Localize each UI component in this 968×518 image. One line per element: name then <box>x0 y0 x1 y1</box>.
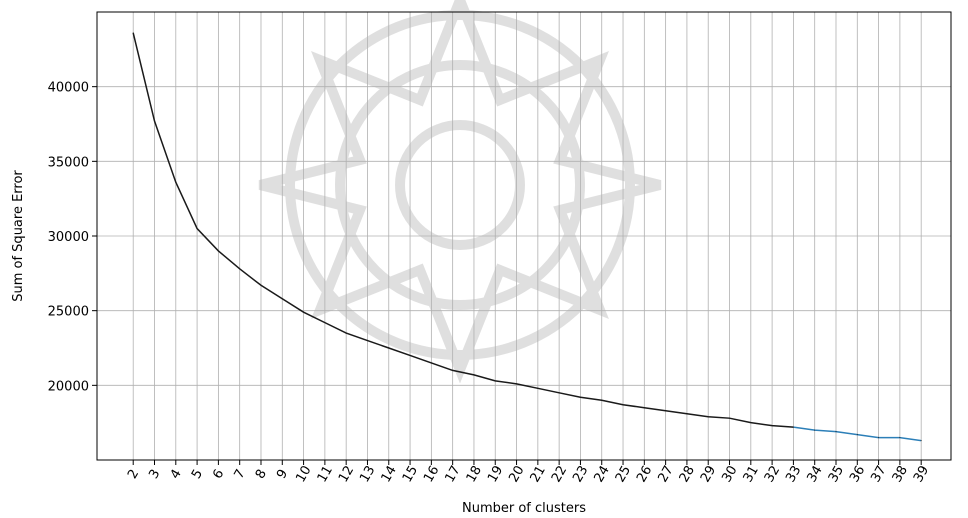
x-tick-label: 23 <box>570 463 591 485</box>
x-tick-label: 14 <box>379 463 400 485</box>
x-tick-label: 2 <box>125 467 142 482</box>
x-tick-label: 37 <box>868 463 889 485</box>
x-tick-label: 4 <box>168 467 185 482</box>
x-tick-label: 13 <box>357 463 378 485</box>
data-point <box>899 437 901 439</box>
grid-lines <box>97 12 951 460</box>
x-tick-label: 19 <box>485 463 506 485</box>
data-point <box>452 369 454 371</box>
data-point <box>686 413 688 415</box>
series-line <box>132 32 794 428</box>
data-point <box>729 417 731 419</box>
x-tick-label: 26 <box>634 463 655 485</box>
x-tick-label: 10 <box>293 463 314 485</box>
data-point <box>239 268 241 270</box>
data-point <box>920 440 922 442</box>
data-point <box>409 354 411 356</box>
data-point <box>260 284 262 286</box>
x-tick-label: 22 <box>549 463 570 485</box>
data-point <box>601 399 603 401</box>
x-tick-label: 20 <box>506 463 527 485</box>
y-tick-label: 25000 <box>48 305 89 320</box>
x-tick-label: 9 <box>274 467 291 482</box>
data-point <box>792 426 794 428</box>
data-point <box>750 422 752 424</box>
data-point <box>388 347 390 349</box>
x-tick-label: 5 <box>189 467 206 482</box>
x-tick-label: 24 <box>592 463 613 485</box>
data-point <box>473 374 475 376</box>
data-point <box>196 228 198 230</box>
x-tick-label: 16 <box>421 463 442 485</box>
data-point <box>622 404 624 406</box>
x-tick-label: 3 <box>146 467 163 482</box>
data-point <box>707 416 709 418</box>
x-tick-label: 15 <box>400 463 421 485</box>
x-tick-label: 35 <box>826 463 847 485</box>
data-point <box>217 250 219 252</box>
x-tick-label: 31 <box>741 463 762 485</box>
x-tick-label: 38 <box>890 463 911 485</box>
x-tick-label: 6 <box>210 467 227 482</box>
x-tick-label: 11 <box>315 463 336 485</box>
data-point <box>835 431 837 433</box>
x-tick-label: 17 <box>442 463 463 485</box>
x-tick-label: 7 <box>232 467 249 482</box>
data-point <box>579 396 581 398</box>
data-point <box>856 434 858 436</box>
data-point <box>324 322 326 324</box>
x-tick-label: 12 <box>336 463 357 485</box>
data-point <box>132 32 134 34</box>
y-tick-label: 30000 <box>48 230 89 245</box>
series-layer <box>132 32 922 442</box>
x-tick-label: 29 <box>698 463 719 485</box>
data-point <box>771 425 773 427</box>
data-point <box>878 437 880 439</box>
x-tick-label: 8 <box>253 467 270 482</box>
y-tick-label: 40000 <box>48 81 89 96</box>
data-point <box>814 429 816 431</box>
x-tick-label: 36 <box>847 463 868 485</box>
x-tick-label: 33 <box>783 463 804 485</box>
data-point <box>366 340 368 342</box>
data-point <box>430 362 432 364</box>
data-point <box>558 392 560 394</box>
data-point <box>665 410 667 412</box>
data-point <box>345 332 347 334</box>
data-point <box>175 181 177 183</box>
x-tick-label: 32 <box>762 463 783 485</box>
data-point <box>154 120 156 122</box>
y-tick-label: 35000 <box>48 155 89 170</box>
x-tick-label: 27 <box>655 463 676 485</box>
data-point <box>494 380 496 382</box>
x-tick-label: 21 <box>528 463 549 485</box>
x-tick-label: 25 <box>613 463 634 485</box>
data-point <box>537 387 539 389</box>
x-axis-label: Number of clusters <box>462 501 586 516</box>
y-axis-ticks: 20000 25000 30000 35000 40000 <box>48 81 97 394</box>
x-tick-label: 34 <box>805 463 826 485</box>
x-tick-label: 39 <box>911 463 932 485</box>
data-point <box>643 407 645 409</box>
plot-frame <box>96 11 952 461</box>
data-point <box>281 298 283 300</box>
y-axis-label: Sum of Square Error <box>11 170 26 302</box>
watermark-emblem <box>258 0 662 384</box>
y-tick-label: 20000 <box>48 379 89 394</box>
data-point <box>303 311 305 313</box>
x-axis-ticks: 2 3 4 5 6 7 8 9 10 11 12 13 14 15 16 17 18 19 20 21 22 23 24 25… <box>125 460 932 485</box>
x-tick-label: 28 <box>677 463 698 485</box>
x-tick-label: 30 <box>719 463 740 485</box>
data-point <box>516 383 518 385</box>
x-tick-label: 18 <box>464 463 485 485</box>
